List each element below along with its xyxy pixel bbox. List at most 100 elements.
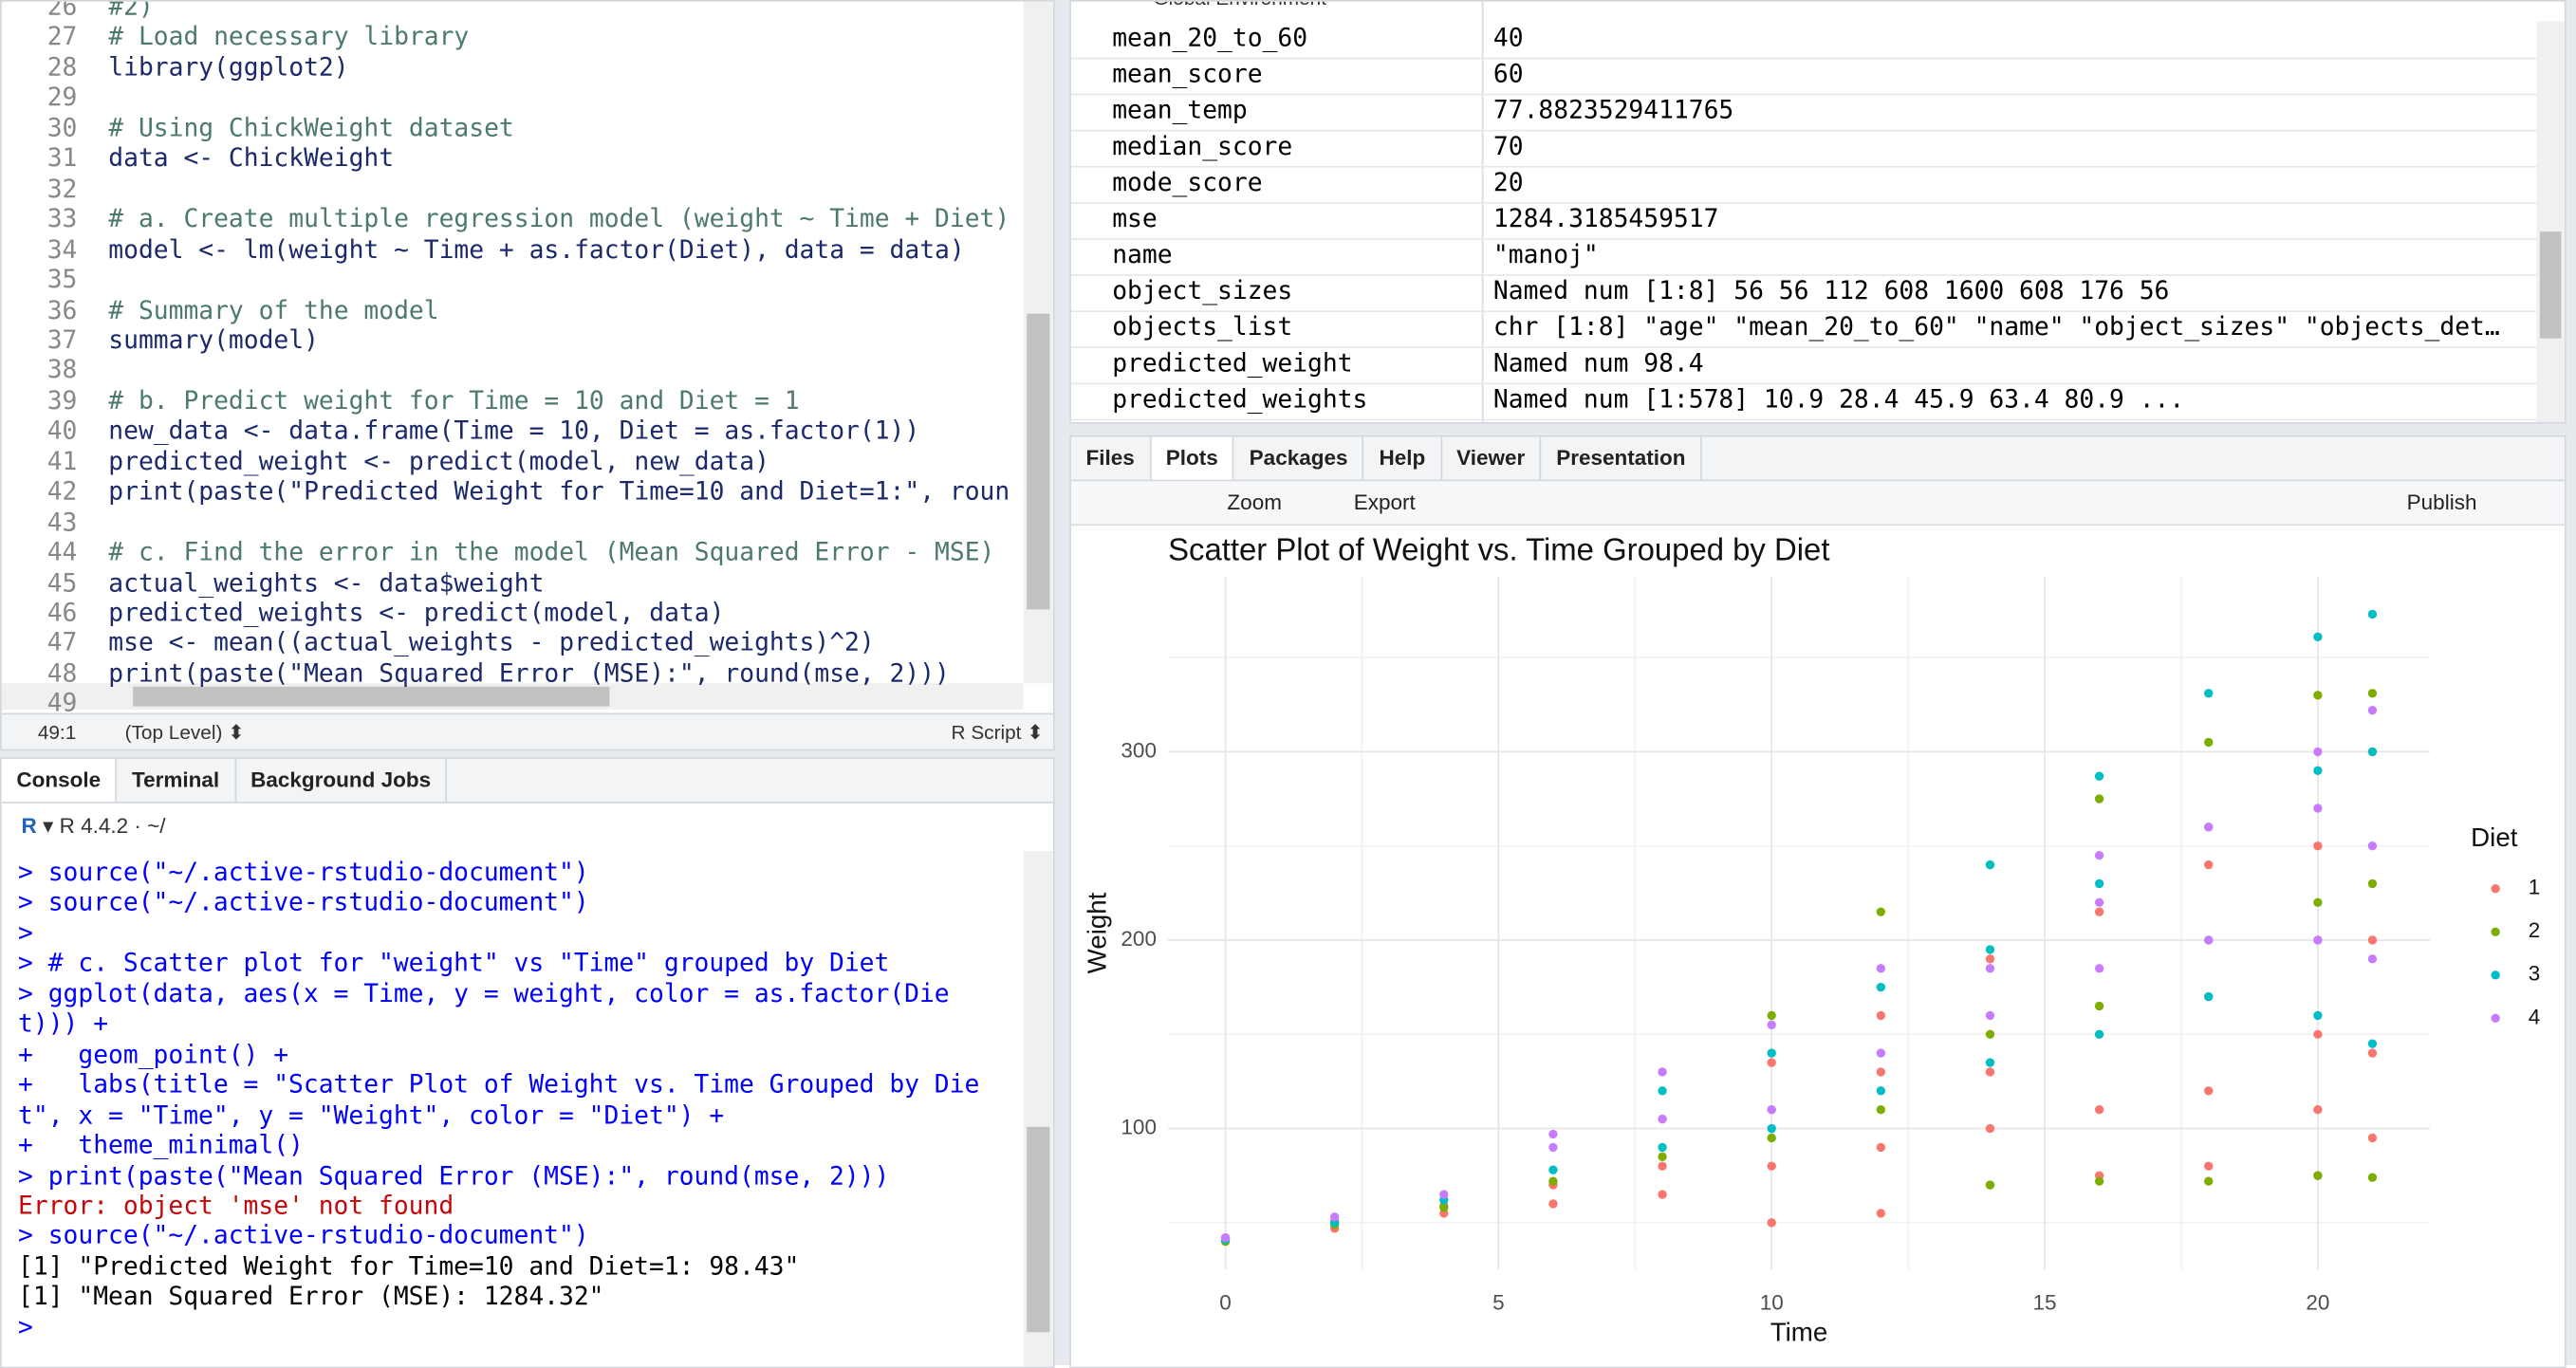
point (1985, 1058, 1995, 1067)
console-line: > ggplot(data, aes(x = Time, y = weight,… (18, 978, 950, 1008)
point (2094, 907, 2104, 916)
env-name: median_score (1112, 131, 1293, 161)
chart-title: Scatter Plot of Weight vs. Time Grouped … (1168, 531, 1829, 566)
v-scrollbar[interactable] (1023, 850, 1053, 1367)
point (1876, 1142, 1886, 1153)
point (2313, 1029, 2323, 1039)
row-divider (1070, 57, 2537, 60)
console-line: > print(paste("Mean Squared Error (MSE):… (18, 1160, 890, 1191)
point (2204, 991, 2214, 1002)
point (1876, 1086, 1886, 1096)
line-number: 41 (46, 446, 78, 476)
env-name: predicted_weight (1112, 348, 1353, 379)
status-bar: 49:1 (Top Level) ⬍ R Script ⬍ (1, 712, 1053, 749)
point (2094, 794, 2104, 804)
point (2313, 766, 2323, 775)
code-line: print(paste("Predicted Weight for Time=1… (108, 476, 1010, 507)
env-value: 60 (1492, 59, 1524, 89)
console-line: > (18, 917, 33, 948)
y-axis-label: Weight (1083, 892, 1112, 973)
tab[interactable]: Presentation (1542, 436, 1702, 480)
legend-label: 1 (2529, 876, 2541, 899)
line-number: 37 (46, 324, 78, 355)
tab[interactable]: Viewer (1442, 436, 1542, 480)
toolbar-button[interactable]: Zoom (1227, 489, 1282, 514)
point (1876, 964, 1886, 973)
line-number: 48 (46, 658, 78, 689)
point (1439, 1203, 1449, 1212)
scope[interactable]: (Top Level) ⬍ (124, 721, 245, 745)
row-divider (1070, 165, 2537, 168)
console-line: > # c. Scatter plot for "weight" vs "Tim… (18, 948, 890, 978)
legend-swatch (2491, 927, 2500, 936)
line-number: 33 (46, 203, 78, 234)
point (1330, 1212, 1340, 1222)
tab[interactable]: Files (1071, 436, 1152, 480)
code-line: library(ggplot2) (108, 52, 349, 83)
code-line: summary(model) (108, 324, 319, 355)
row-divider (1070, 93, 2537, 96)
point (2204, 737, 2214, 748)
code-line: predicted_weight <- predict(model, new_d… (108, 446, 769, 476)
line-number: 47 (46, 628, 78, 658)
point (1767, 1058, 1776, 1067)
row-divider (1070, 238, 2537, 240)
point (1767, 1105, 1776, 1115)
point (1658, 1152, 1667, 1161)
line-number: 39 (46, 385, 78, 416)
point (1985, 1123, 1995, 1134)
tab[interactable]: Packages (1234, 436, 1364, 480)
point (2313, 897, 2323, 907)
code-line: #2) (108, 0, 154, 22)
tab[interactable]: Console (1, 758, 118, 802)
env-name: objects_list (1112, 311, 1293, 342)
point (1767, 1218, 1776, 1228)
line-number: 29 (46, 83, 78, 113)
console-line: + labs(title = "Scatter Plot of Weight v… (18, 1069, 980, 1100)
point (1658, 1190, 1667, 1199)
row-divider (1070, 274, 2537, 276)
code-line: # c. Find the error in the model (Mean S… (108, 537, 995, 567)
code-line: new_data <- data.frame(Time = 10, Diet =… (108, 416, 920, 446)
env-name: mean_20_to_60 (1112, 23, 1308, 53)
env-value: Named num [1:578] 10.9 28.4 45.9 63.4 80… (1492, 384, 2185, 415)
point (1658, 1067, 1667, 1077)
toolbar-button[interactable]: Export (1353, 489, 1416, 514)
point (1767, 1161, 1776, 1171)
line-number: 43 (46, 507, 78, 537)
point (2313, 841, 2323, 851)
h-scrollbar[interactable] (1, 683, 1024, 711)
point (2367, 1173, 2378, 1182)
point (2367, 747, 2378, 757)
env-value: Named num [1:8] 56 56 112 608 1600 608 1… (1492, 275, 2170, 306)
line-number: 46 (46, 598, 78, 628)
tab[interactable]: Help (1364, 436, 1442, 480)
file-type[interactable]: R Script ⬍ (951, 721, 1044, 745)
console-line: > source("~/.active-rstudio-document") (18, 1221, 589, 1251)
env-value: Named num 98.4 (1492, 348, 1704, 379)
point (1658, 1142, 1667, 1153)
point (1439, 1190, 1449, 1199)
tab[interactable]: Plots (1151, 436, 1235, 480)
point (1767, 1048, 1776, 1058)
v-scrollbar[interactable] (2536, 21, 2565, 422)
line-number: 49 (46, 689, 78, 719)
code-line: model <- lm(weight ~ Time + as.factor(Di… (108, 233, 965, 265)
v-scrollbar[interactable] (1023, 1, 1053, 684)
line-number: 34 (46, 233, 78, 265)
toolbar-button[interactable]: Publish (2406, 489, 2477, 514)
line-number: 35 (46, 264, 78, 295)
point (1985, 964, 1995, 973)
point (1985, 1029, 1995, 1039)
tab[interactable]: Background Jobs (235, 758, 448, 802)
point (2094, 1029, 2104, 1039)
tab[interactable]: Terminal (117, 758, 236, 802)
plots-pane: Files Plots Packages Help Viewer Presentation… (1069, 434, 2567, 1368)
point (2204, 1161, 2214, 1171)
point (1658, 1086, 1667, 1096)
point (2204, 1086, 2214, 1096)
point (1985, 1180, 1995, 1190)
legend-label: 2 (2529, 918, 2541, 942)
point (1767, 1133, 1776, 1143)
r-version: R ▾ R 4.4.2 · ~/ (21, 813, 166, 839)
